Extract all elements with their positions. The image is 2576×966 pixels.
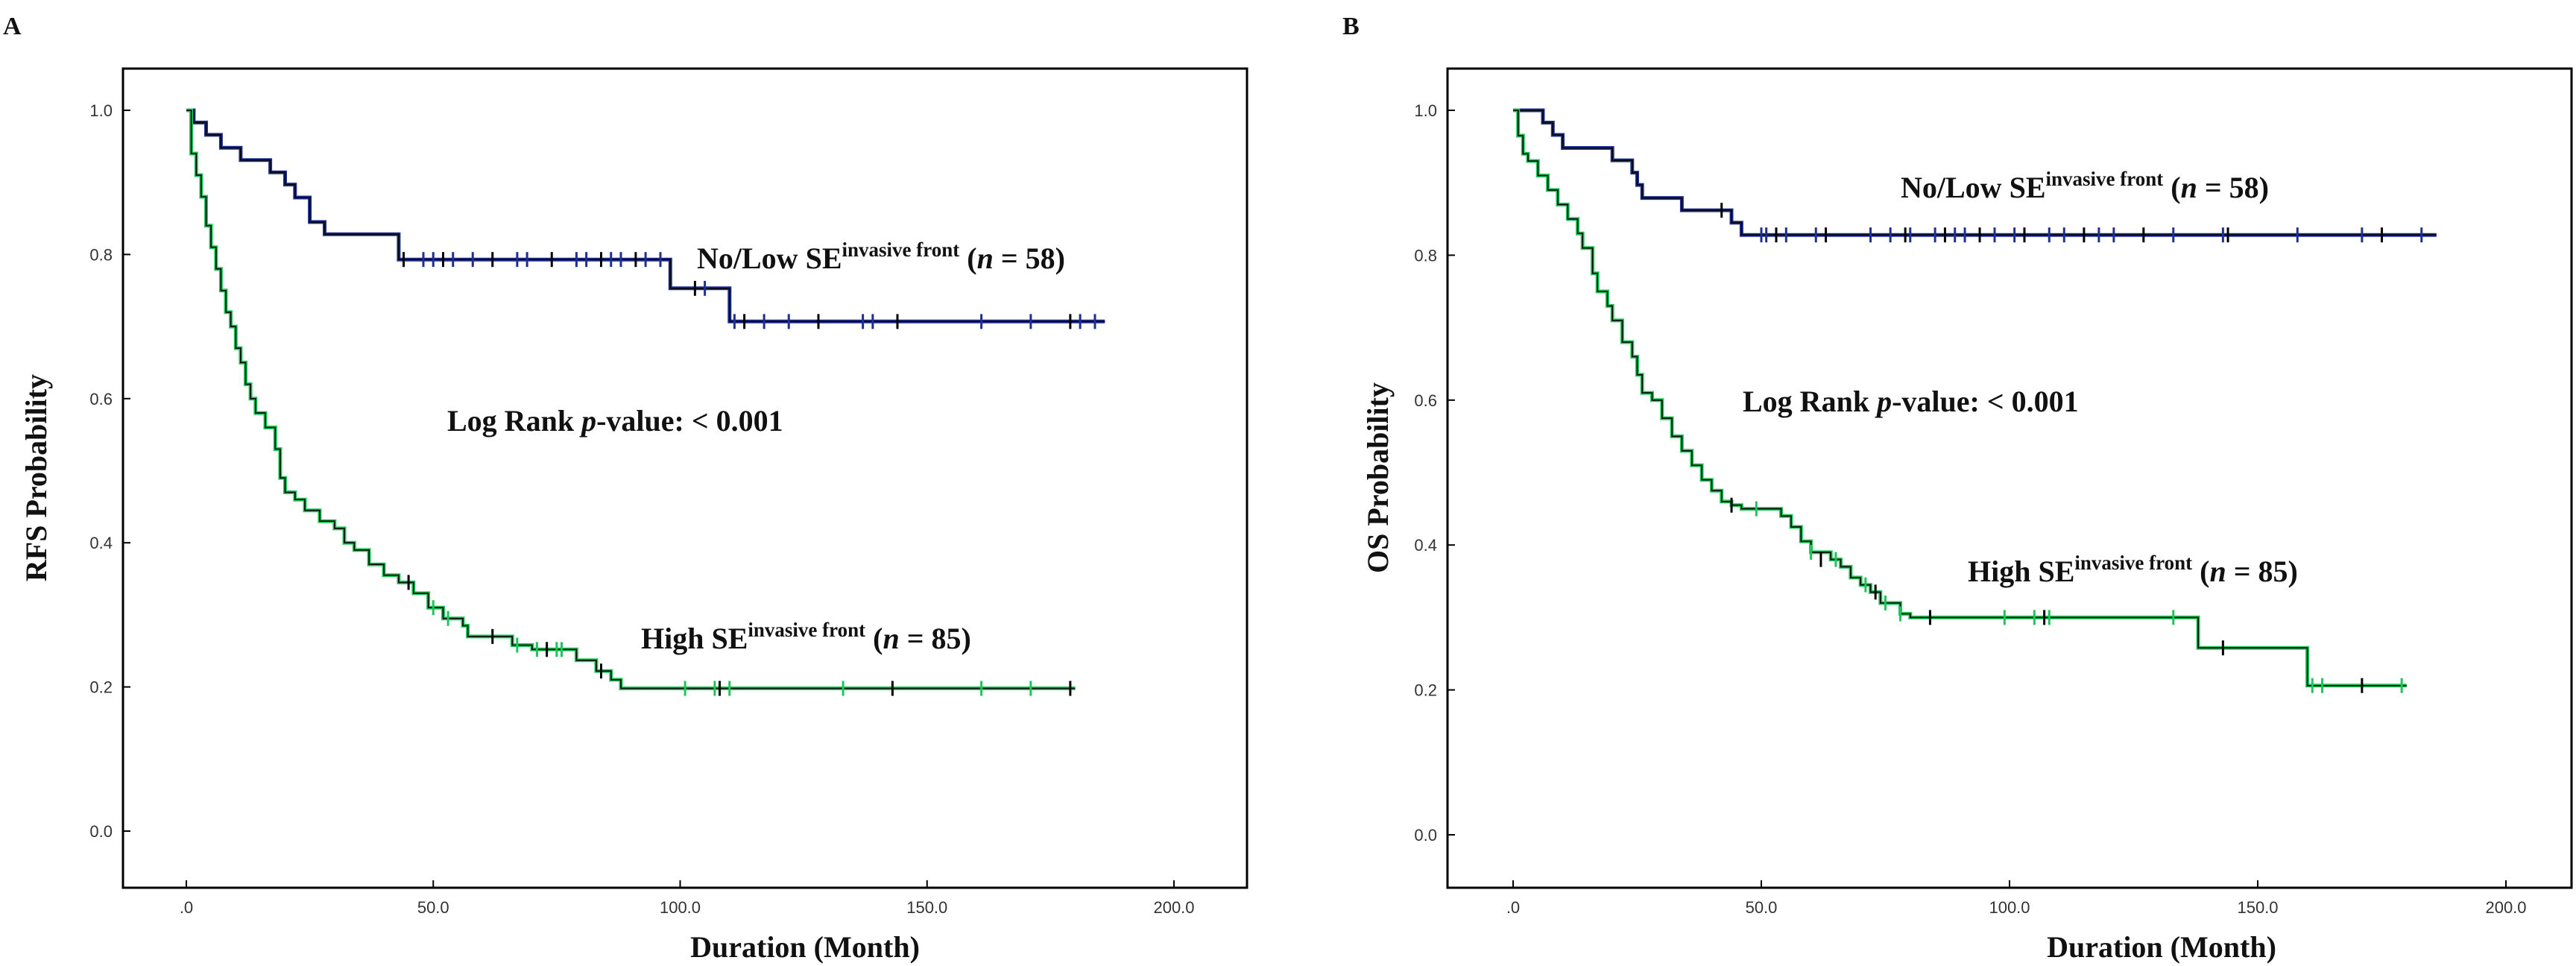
x-tick-label: 50.0 <box>1746 898 1778 917</box>
x-tick-label: 200.0 <box>2485 898 2526 917</box>
x-axis-label: Duration (Month) <box>2047 930 2276 964</box>
series-label-base: No/Low SE <box>697 242 842 275</box>
survival-curve-core <box>1513 110 2407 686</box>
series-label-base: No/Low SE <box>1901 171 2046 204</box>
y-axis-label: OS Probability <box>1361 382 1395 573</box>
series-label-sup: invasive front <box>2046 168 2164 190</box>
series-label-base: High SE <box>1968 555 2074 588</box>
series-label-n: n <box>883 622 900 655</box>
log-rank-prefix: Log Rank <box>447 404 581 438</box>
x-tick-label: 100.0 <box>660 898 701 917</box>
series-label-close: = 58) <box>994 242 1065 275</box>
log-rank-suffix: -value: < 0.001 <box>1892 385 2079 418</box>
km-chart-b: B 0.0 0.2 0.4 0.6 0.8 1.0 .0 50.0 100.0 150.0 200.0… <box>1342 13 2573 964</box>
log-rank-suffix: -value: < 0.001 <box>596 404 783 438</box>
series-label: High SEinvasive front (n = 85) <box>641 619 971 655</box>
y-tick-label: 0.6 <box>89 390 113 408</box>
series-label-base: High SE <box>641 622 748 655</box>
x-tick-label: 150.0 <box>2237 898 2278 917</box>
survival-curve-core <box>1513 110 2437 236</box>
series-label-sup: invasive front <box>842 239 960 261</box>
x-tick-label: 200.0 <box>1153 898 1194 917</box>
series-high: High SEinvasive front (n = 85) <box>1513 108 2407 693</box>
x-tick-label: 50.0 <box>417 898 449 917</box>
series-label-open: ( <box>2192 555 2209 588</box>
plot-frame <box>121 67 1248 889</box>
log-rank-prefix: Log Rank <box>1743 385 1877 418</box>
y-tick-label: 0.4 <box>89 534 113 552</box>
series-label-close: = 85) <box>2226 555 2298 588</box>
y-axis-label: RFS Probability <box>19 374 53 581</box>
series-no-low: No/Low SEinvasive front (n = 58) <box>186 108 1105 329</box>
survival-curve <box>186 108 1076 690</box>
survival-curve-core <box>186 110 1076 689</box>
series-label-close: = 58) <box>2197 171 2269 204</box>
y-tick-label: 0.6 <box>1414 391 1437 410</box>
y-tick-label: 1.0 <box>1414 101 1437 120</box>
x-axis-label: Duration (Month) <box>690 930 920 964</box>
series-label: No/Low SEinvasive front (n = 58) <box>697 239 1065 275</box>
y-tick-label: 0.8 <box>1414 246 1437 265</box>
y-tick-label: 0.8 <box>89 245 113 264</box>
y-tick-label: 0.2 <box>1414 681 1437 700</box>
survival-curve-core <box>186 110 1105 323</box>
y-tick-label: 0.0 <box>1414 826 1437 845</box>
series-label-n: n <box>2181 171 2197 204</box>
x-tick-label: .0 <box>1506 898 1520 917</box>
series-label-sup: invasive front <box>748 619 865 641</box>
log-rank-p: p <box>579 404 596 438</box>
survival-curve <box>186 108 1105 323</box>
series-label-open: ( <box>865 622 883 655</box>
x-tick-label: .0 <box>180 898 193 917</box>
km-chart-a: A 0.0 0.2 0.4 0.6 0.8 1.0 .0 50.0 100.0 150.0 200.0… <box>3 13 1248 964</box>
log-rank-annotation: Log Rank p-value: < 0.001 <box>447 404 783 438</box>
panel-label: A <box>3 13 22 40</box>
panel-label: B <box>1342 13 1360 40</box>
y-tick-label: 0.4 <box>1414 536 1437 555</box>
log-rank-annotation: Log Rank p-value: < 0.001 <box>1743 385 2079 418</box>
series-label-sup: invasive front <box>2074 552 2192 574</box>
series-label-open: ( <box>959 242 976 275</box>
series-label-n: n <box>977 242 994 275</box>
series-no-low: No/Low SEinvasive front (n = 58) <box>1513 108 2437 243</box>
series-label-n: n <box>2210 555 2226 588</box>
series-label-close: = 85) <box>900 622 971 655</box>
series-label: No/Low SEinvasive front (n = 58) <box>1901 168 2269 204</box>
x-tick-label: 150.0 <box>906 898 947 917</box>
y-tick-label: 0.2 <box>89 678 113 697</box>
y-tick-label: 0.0 <box>89 822 113 841</box>
log-rank-p: p <box>1875 385 1892 418</box>
series-label-open: ( <box>2163 171 2180 204</box>
series-label: High SEinvasive front (n = 85) <box>1968 552 2298 588</box>
series-high: High SEinvasive front (n = 85) <box>186 108 1076 696</box>
x-tick-label: 100.0 <box>1989 898 2030 917</box>
y-tick-label: 1.0 <box>89 101 113 120</box>
